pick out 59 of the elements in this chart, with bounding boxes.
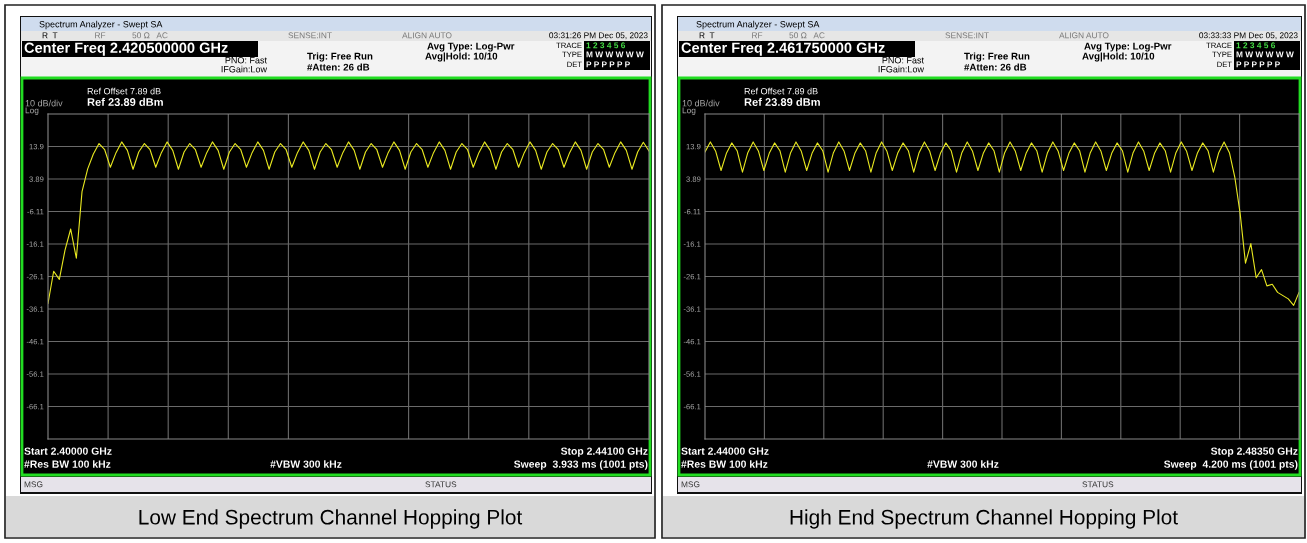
- text: RF: [95, 32, 106, 39]
- text: 03:31:26 PM Dec 05, 2023: [549, 32, 648, 40]
- text: ALIGN AUTO: [1059, 32, 1109, 39]
- text: High End Spectrum Channel Hopping Plot: [790, 509, 1178, 529]
- text: Center Freq 2.420500000 GHz: [24, 42, 228, 56]
- text: Trig: Free Run: [964, 52, 1030, 62]
- text: 10 dB/div: [25, 99, 63, 107]
- text: PNO: Fast: [882, 57, 924, 64]
- text: Spectrum Analyzer - Swept SA: [39, 20, 163, 30]
- text: M W W W W W: [586, 51, 644, 58]
- text: 10 dB/div: [682, 99, 720, 107]
- text: IFGain:Low: [878, 65, 925, 73]
- text: Log: [682, 107, 696, 115]
- text: ALIGN AUTO: [402, 32, 452, 39]
- text: SENSE:INT: [288, 32, 332, 39]
- text: Avg|Hold: 10/10: [1082, 52, 1155, 62]
- text: Avg Type: Log-Pwr: [1084, 42, 1172, 52]
- text: 1 2 3 4 5 6: [1236, 42, 1276, 49]
- text: Start 2.40000 GHz: [24, 447, 112, 455]
- text: Avg Type: Log-Pwr: [427, 42, 515, 52]
- text: #Res BW 100 kHz: [681, 460, 768, 468]
- line-series: [705, 141, 1299, 306]
- text: 50 Ω AC: [132, 32, 168, 39]
- text: Trig: Free Run: [307, 52, 373, 62]
- text: #VBW 300 kHz: [270, 460, 342, 468]
- text: 03:33:33 PM Dec 05, 2023: [1199, 32, 1298, 40]
- text: Low End Spectrum Channel Hopping Plot: [139, 509, 523, 529]
- text: #Atten: 26 dB: [307, 63, 370, 71]
- text: R T: [42, 32, 58, 39]
- text: Log: [25, 107, 39, 115]
- text: STATUS: [1082, 481, 1114, 488]
- text: Stop 2.44100 GHz: [560, 447, 648, 457]
- text: IFGain:Low: [221, 65, 268, 73]
- text: Sweep 3.933 ms (1001 pts): [513, 460, 648, 470]
- text: 50 Ω AC: [789, 32, 825, 39]
- text: PNO: Fast: [225, 57, 267, 64]
- text: Avg|Hold: 10/10: [425, 52, 498, 62]
- text: Center Freq 2.461750000 GHz: [681, 42, 885, 56]
- text: SENSE:INT: [945, 32, 989, 39]
- text: Spectrum Analyzer - Swept SA: [696, 20, 820, 30]
- text: Start 2.44000 GHz: [681, 447, 769, 455]
- text: 1 2 3 4 5 6: [586, 42, 626, 49]
- text: Ref 23.89 dBm: [744, 97, 820, 106]
- text: STATUS: [425, 481, 457, 488]
- text: #Atten: 26 dB: [964, 63, 1027, 71]
- text: #VBW 300 kHz: [927, 460, 999, 468]
- text: P P P P P P: [1236, 61, 1280, 68]
- text: RF: [752, 32, 763, 39]
- text: Stop 2.48350 GHz: [1210, 447, 1298, 457]
- text: Ref Offset 7.89 dB: [87, 87, 161, 95]
- text: MSG: [681, 481, 700, 488]
- text: MSG: [24, 481, 43, 488]
- text: Sweep 4.200 ms (1001 pts): [1163, 460, 1298, 470]
- text: #Res BW 100 kHz: [24, 460, 111, 468]
- text: Ref Offset 7.89 dB: [744, 87, 818, 95]
- text: M W W W W W: [1236, 51, 1294, 58]
- text: R T: [699, 32, 715, 39]
- text: Ref 23.89 dBm: [87, 97, 163, 106]
- text: P P P P P P: [586, 61, 630, 68]
